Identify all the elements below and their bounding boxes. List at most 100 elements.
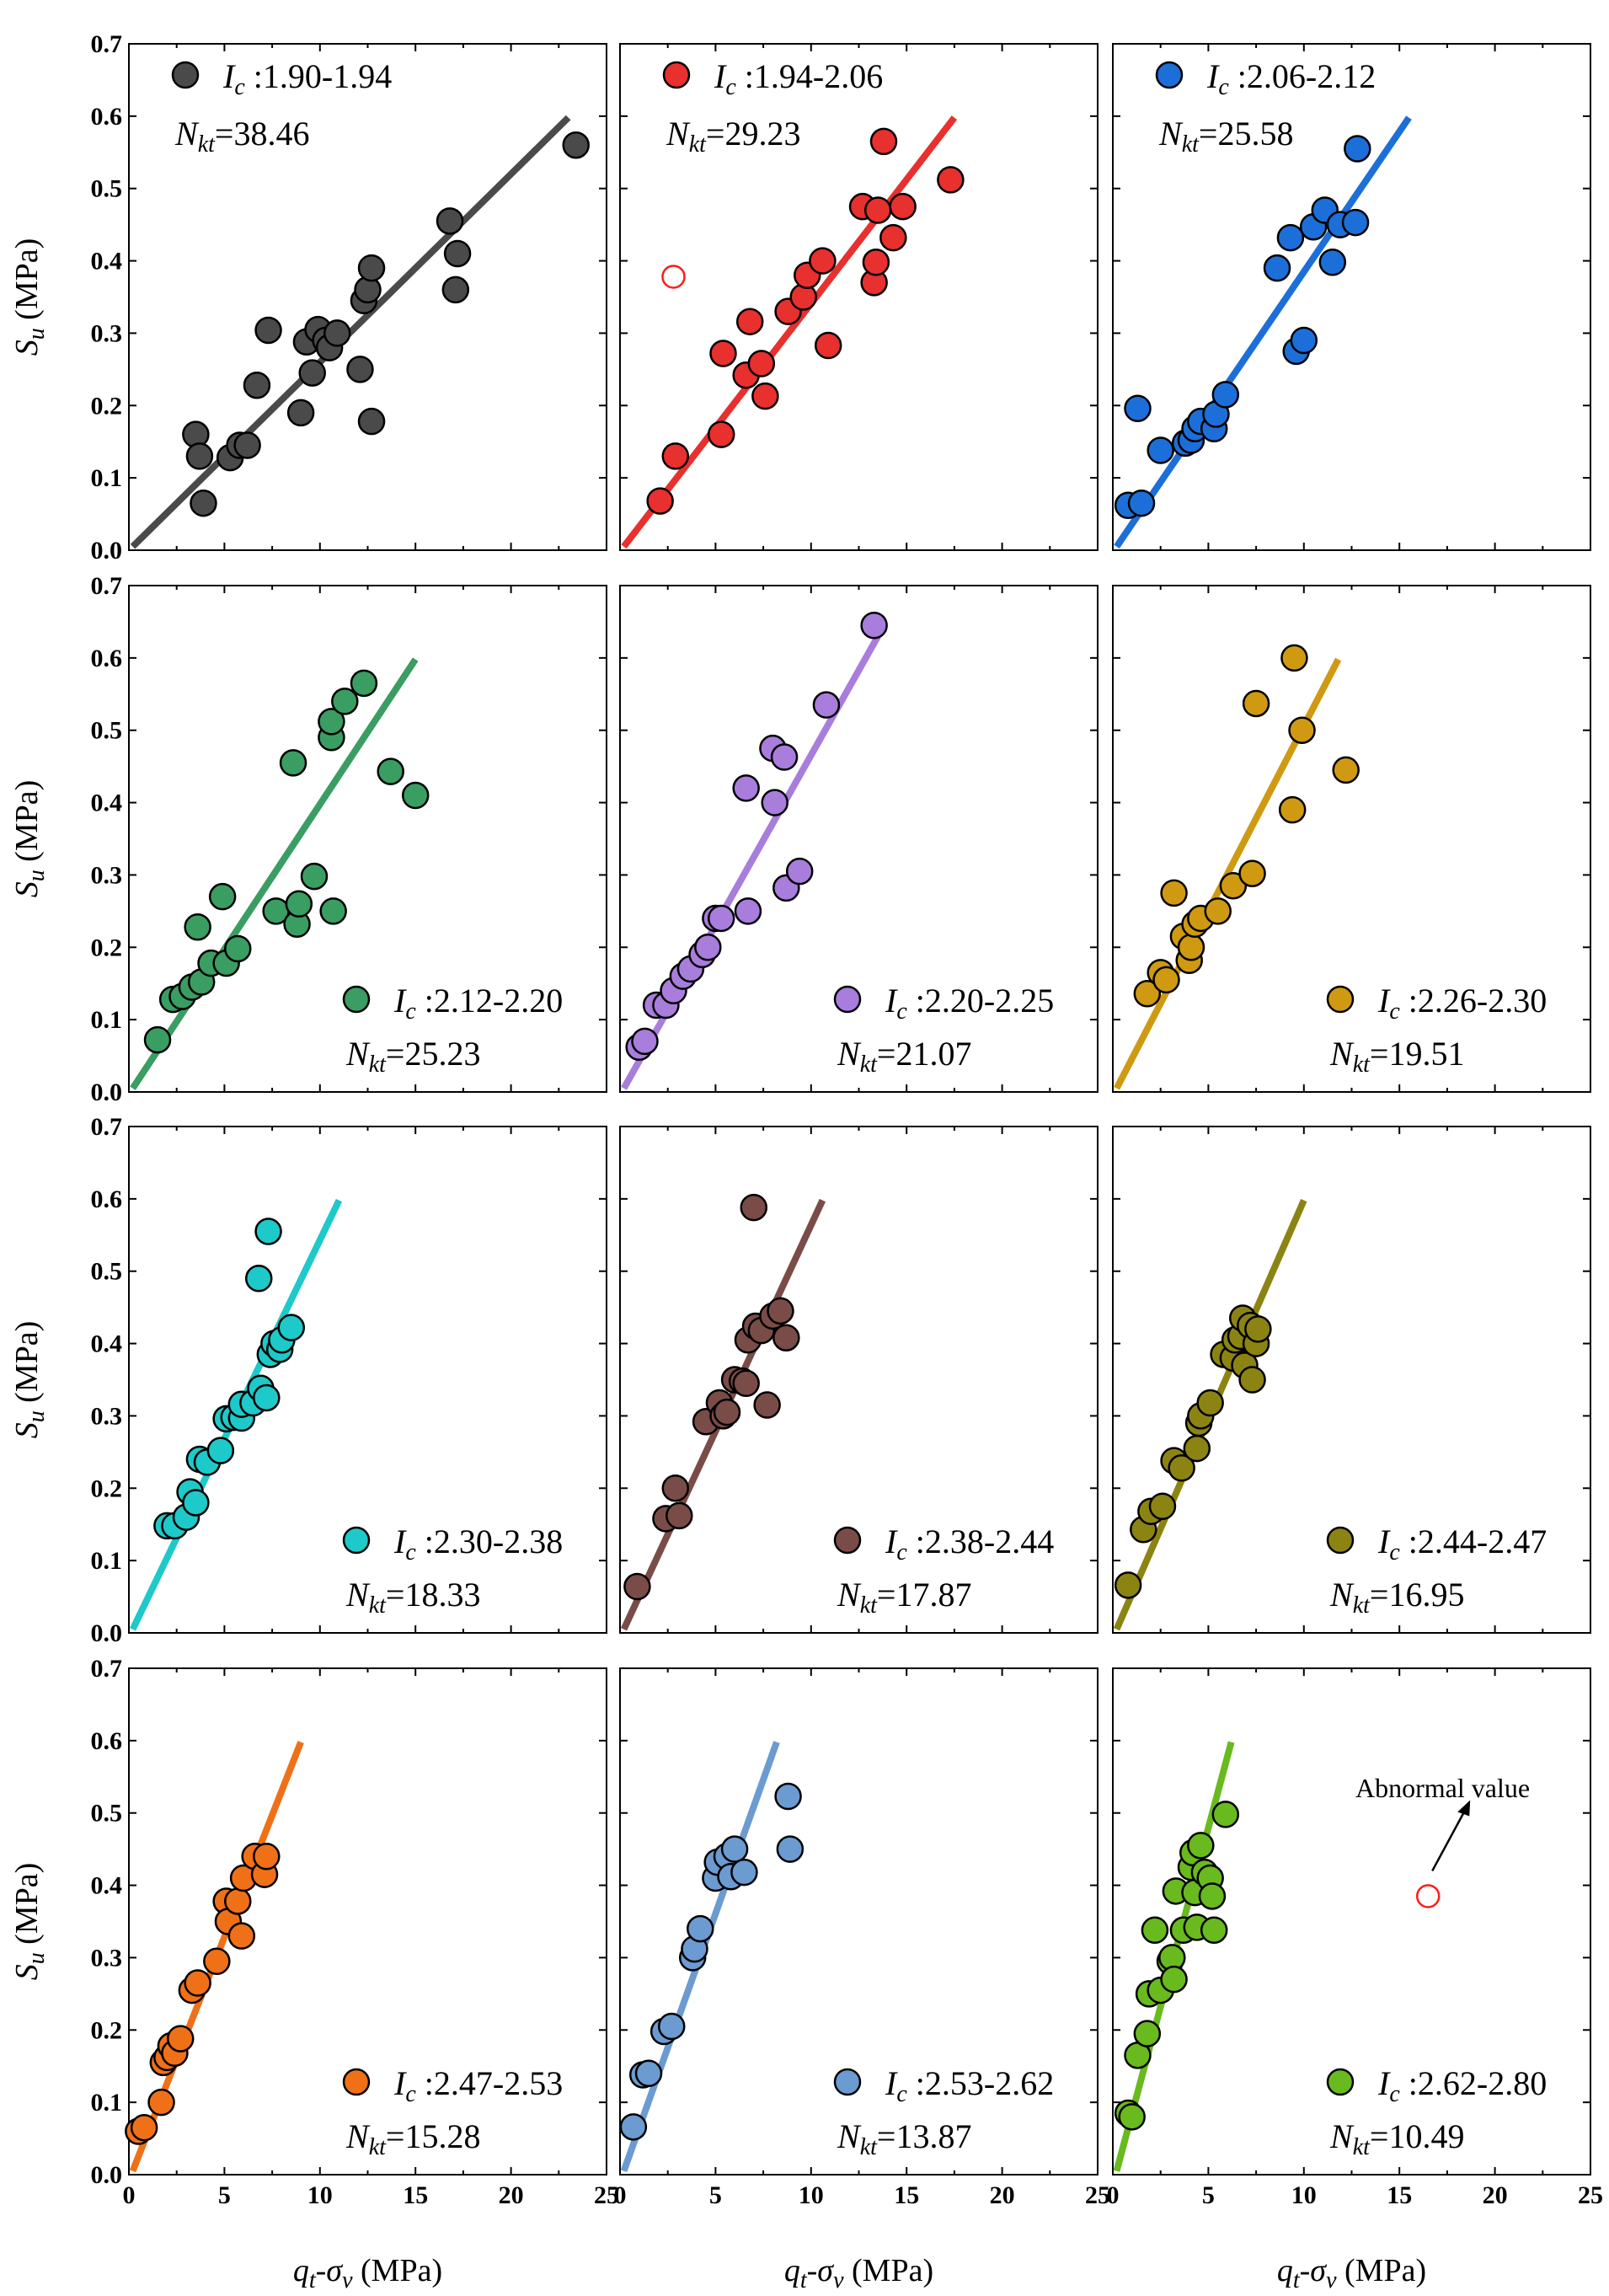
data-point bbox=[323, 319, 351, 347]
y-tick-label: 0.6 bbox=[91, 1727, 123, 1755]
data-point bbox=[1127, 489, 1156, 517]
data-point bbox=[1211, 1801, 1240, 1828]
scatter-panel-1: 0.0 0.1 0.2 0.3 0.4 0.5 0.6 0.7 Ic :1.90-1.94 Nkt… bbox=[91, 30, 607, 565]
x-tick-label: 5 bbox=[218, 2181, 231, 2209]
data-point bbox=[1341, 208, 1370, 237]
x-tick-label: 25 bbox=[594, 2181, 619, 2209]
y-tick-label: 0.5 bbox=[91, 1258, 123, 1286]
data-point bbox=[1290, 326, 1318, 355]
data-point bbox=[631, 1027, 659, 1056]
data-point bbox=[1133, 979, 1162, 1008]
x-tick-label: 25 bbox=[1578, 2181, 1603, 2209]
data-point bbox=[243, 371, 271, 399]
data-point bbox=[751, 382, 779, 410]
data-point bbox=[1211, 381, 1240, 409]
data-point bbox=[208, 882, 237, 911]
data-point bbox=[224, 934, 252, 963]
data-point bbox=[244, 1265, 273, 1293]
legend-ic-range: Ic :2.20-2.25 bbox=[885, 982, 1054, 1025]
data-point bbox=[720, 1835, 749, 1863]
data-point bbox=[1152, 966, 1180, 994]
data-point bbox=[562, 131, 590, 159]
y-tick-label: 0.4 bbox=[91, 1872, 123, 1900]
legend-marker bbox=[833, 1526, 862, 1555]
data-point bbox=[753, 1391, 781, 1419]
data-point bbox=[185, 442, 214, 470]
data-point bbox=[707, 904, 735, 933]
legend-ic-range: Ic :2.30-2.38 bbox=[393, 1523, 563, 1565]
data-point bbox=[1219, 872, 1248, 900]
legend-nkt: Nkt=16.95 bbox=[1329, 1576, 1464, 1619]
data-point bbox=[634, 2059, 663, 2088]
y-tick-label: 0.0 bbox=[91, 1619, 123, 1647]
data-point bbox=[436, 207, 464, 235]
legend-nkt: Nkt=19.51 bbox=[1329, 1035, 1464, 1078]
y-tick-label: 0.3 bbox=[91, 861, 123, 889]
data-point bbox=[1238, 1366, 1266, 1394]
data-point bbox=[1187, 1832, 1215, 1860]
data-point bbox=[285, 890, 313, 918]
legend-ic-range: Ic :2.26-2.30 bbox=[1377, 982, 1547, 1025]
y-tick-label: 0.2 bbox=[91, 934, 123, 961]
data-point bbox=[860, 611, 888, 640]
legend-marker bbox=[1326, 1526, 1355, 1555]
outlier-point bbox=[1415, 1884, 1441, 1908]
legend-ic-range: Ic :2.44-2.47 bbox=[1377, 1523, 1547, 1565]
x-tick-label: 5 bbox=[1202, 2181, 1215, 2209]
data-point bbox=[776, 1835, 804, 1863]
legend-marker bbox=[1326, 2068, 1355, 2096]
data-point bbox=[1242, 689, 1270, 718]
fit-line bbox=[130, 657, 419, 1090]
x-tick-label: 20 bbox=[1483, 2181, 1508, 2209]
x-tick-label: 10 bbox=[799, 2181, 824, 2209]
y-tick-label: 0.2 bbox=[91, 1474, 123, 1502]
y-tick-label: 0.6 bbox=[91, 1185, 123, 1213]
legend-ic-range: Ic :2.62-2.80 bbox=[1377, 2064, 1547, 2107]
legend-ic-range: Ic :2.53-2.62 bbox=[885, 2064, 1054, 2107]
data-point bbox=[1204, 897, 1232, 925]
data-point bbox=[277, 1314, 306, 1341]
y-tick-label: 0.7 bbox=[91, 1113, 123, 1141]
scatter-panel-7: 0.0 0.1 0.2 0.3 0.4 0.5 0.6 0.7 Ic :2.30-2.38 Nkt… bbox=[91, 1113, 607, 1647]
data-point bbox=[286, 399, 315, 427]
data-point bbox=[298, 359, 326, 387]
data-point bbox=[1278, 795, 1307, 824]
legend-marker bbox=[1155, 61, 1184, 89]
data-point bbox=[1276, 223, 1305, 252]
data-point bbox=[253, 1383, 281, 1412]
data-point bbox=[767, 1297, 794, 1325]
y-tick-label: 0.1 bbox=[91, 464, 123, 492]
y-tick-label: 0.1 bbox=[91, 1547, 123, 1575]
data-point bbox=[694, 934, 722, 961]
legend-ic-range: Ic :2.47-2.53 bbox=[393, 2064, 563, 2107]
data-point bbox=[937, 166, 965, 194]
scatter-panel-6: Ic :2.26-2.30 Nkt=19.51 bbox=[1112, 585, 1591, 1093]
x-axis-title: qt-σv (MPa) bbox=[784, 2253, 933, 2293]
data-point bbox=[377, 757, 404, 785]
x-tick-label: 0 bbox=[123, 2181, 136, 2209]
data-point bbox=[687, 1914, 714, 1943]
annotation-text: Abnormal value bbox=[1355, 1773, 1530, 1803]
legend-nkt: Nkt=25.23 bbox=[345, 1035, 480, 1078]
data-point bbox=[812, 691, 841, 719]
panel-frame bbox=[619, 43, 1099, 551]
x-axis-title: qt-σv (MPa) bbox=[293, 2253, 442, 2293]
x-tick-label: 20 bbox=[990, 2181, 1015, 2209]
y-tick-label: 0.4 bbox=[91, 248, 123, 276]
data-point bbox=[623, 1572, 651, 1601]
y-tick-label: 0.3 bbox=[91, 1402, 123, 1430]
legend-ic-range: Ic :1.90-1.94 bbox=[222, 57, 392, 100]
data-point bbox=[184, 913, 211, 941]
data-point bbox=[1168, 1453, 1195, 1482]
y-tick-label: 0.3 bbox=[91, 1944, 123, 1972]
data-point bbox=[707, 420, 735, 448]
y-tick-label: 0.5 bbox=[91, 1800, 123, 1828]
data-point bbox=[1196, 1389, 1224, 1417]
outlier-point bbox=[661, 265, 686, 289]
data-point bbox=[879, 223, 907, 252]
data-point bbox=[661, 442, 690, 470]
data-point bbox=[657, 2012, 686, 2041]
data-point bbox=[709, 340, 737, 367]
data-point bbox=[254, 316, 282, 345]
